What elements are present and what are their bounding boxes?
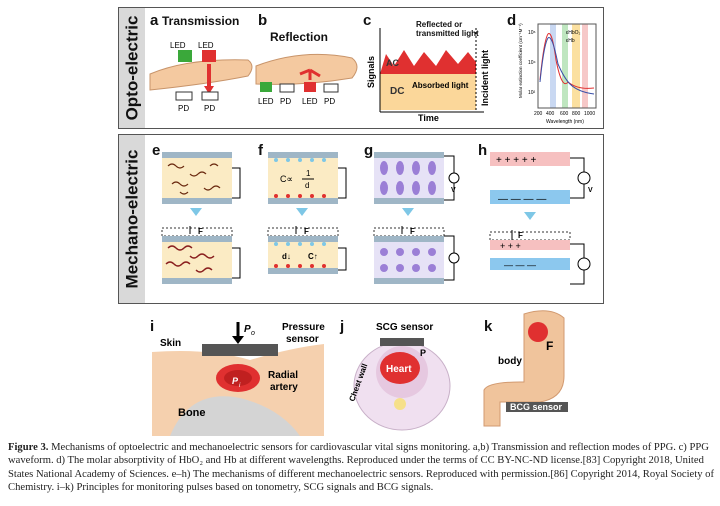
f-d-down: d↓ [282,252,291,261]
panel-e-letter: e [152,142,161,159]
panel-h-figure: + + + + + — — — — V + + + — — — F [489,152,593,285]
c-ac-label: AC [386,58,399,68]
b-pd2-label: PD [324,97,335,106]
panel-d-figure: εHbO₂ εHb 10⁶ 10⁴ 10² 200 400 600 800 10… [518,23,597,125]
a-pd1-label: PD [178,104,189,113]
led2-block [202,50,216,62]
i-pi: P [232,376,239,386]
caption-text: Mechanisms of optoelectric and mechanoel… [8,442,714,494]
panel-e-figure: F [161,152,241,284]
j-scg: SCG sensor [376,322,433,333]
b-led2-block [304,82,316,92]
a-led1-label: LED [170,41,186,50]
i-po-sub: o [251,330,255,337]
panel-k-letter: k [484,318,493,335]
panel-c-figure: DC AC Absorbed light Time Signals Incide… [366,28,490,122]
e-force: F [198,227,203,236]
b-pd1-label: PD [280,97,291,106]
h-minus-bottom: — — — [504,260,536,270]
d-legend2: εHb [566,38,575,44]
c-reflected-label: Reflected or transmitted light [416,20,479,38]
f-formula-den: d [305,181,309,190]
panel-k-figure: F body BCG sensor [483,310,568,427]
h-plus-top: + + + + + [496,155,536,166]
d-ytick-0: 10⁶ [528,30,536,36]
i-skin: Skin [160,338,181,349]
b-led1-label: LED [258,97,274,106]
h-force: F [518,231,523,240]
h-v-top: V [588,187,593,194]
panel-b-title: Reflection [270,30,329,44]
panel-j-figure: SCG sensor Heart P Chest wall [347,322,451,431]
c-time-label: Time [418,113,439,122]
panel-f-letter: f [258,142,263,159]
i-pi-sub: i [239,383,241,389]
figure-caption: Figure 3. Mechanisms of optoelectric and… [8,441,714,495]
led1-block [178,50,192,62]
panel-d-letter: d [507,12,517,29]
pd2-block [201,91,219,101]
b-pd1-block [279,83,295,93]
c-signals-label: Signals [366,56,376,88]
c-dc-label: DC [390,86,404,97]
g-force: F [410,227,415,236]
c-incident-label: Incident light [480,50,490,106]
h-minus-top: — — — — [498,194,546,205]
k-bcg: BCG sensor [510,402,563,412]
d-xtick-3: 800 [572,111,581,117]
f-formula-c: C∝ [280,174,293,184]
panel-a-figure: LED LED PD PD [149,41,253,113]
b-led1-block [260,82,272,92]
d-legend1: εHbO₂ [566,30,581,36]
h-plus-bottom: + + + [500,241,521,251]
a-pd2-label: PD [204,104,215,113]
c-absorbed-label: Absorbed light [412,81,469,90]
opto-side-label: Opto-electric [119,8,145,128]
mech-side-label: Mechano-electric [119,135,145,303]
panel-b-figure: LED PD LED PD [255,53,358,106]
i-pressure-sensor-2: sensor [286,334,319,345]
i-pressure-sensor-1: Pressure [282,322,325,333]
panel-g-figure: V F [373,152,460,284]
panel-h-letter: h [478,142,488,159]
d-xlabel: Wavelength (nm) [546,119,584,125]
panel-b-letter: b [258,12,268,29]
i-radial-2: artery [270,382,298,393]
i-po: P [244,324,251,335]
d-ytick-1: 10⁴ [528,60,536,66]
panel-f-figure: C∝ 1 d d↓ C↑ F [267,152,347,274]
panel-g-letter: g [364,142,374,159]
d-ytick-2: 10² [528,90,536,96]
f-formula-num: 1 [306,169,311,178]
panel-a-title: Transmission [162,14,240,28]
d-xtick-4: 1000 [584,111,595,117]
j-p: P [420,348,426,358]
a-led2-label: LED [198,41,214,50]
b-pd2-block [323,83,339,93]
d-xtick-1: 400 [546,111,555,117]
panel-c-letter: c [363,12,372,29]
d-xtick-0: 200 [534,111,543,117]
f-force: F [304,227,309,236]
i-bone: Bone [178,407,206,419]
k-body: body [498,356,522,367]
d-xtick-2: 600 [560,111,569,117]
panel-i-letter: i [150,318,155,335]
panel-a-letter: a [150,12,159,29]
d-ylabel: Molar extinction coefficient (cm⁻¹M⁻¹) [518,23,523,98]
i-radial-1: Radial [268,370,298,381]
j-heart: Heart [386,364,412,375]
g-v-top: V [451,187,456,194]
caption-figure-number: Figure 3. [8,442,49,453]
b-led2-label: LED [302,97,318,106]
pd1-block [175,91,193,101]
panel-j-letter: j [340,318,345,335]
panel-i-figure: Skin P o Pressure sensor P i Radial arte… [152,322,325,436]
f-c-up: C↑ [308,252,318,261]
k-f: F [546,339,553,353]
